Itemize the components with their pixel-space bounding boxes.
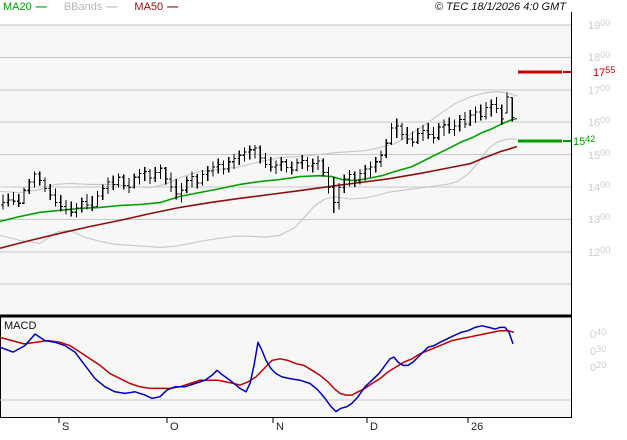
y-axis-label-1300: 1300 <box>588 212 611 227</box>
legend-item-bbands: BBands — <box>64 1 118 13</box>
macd-axis-label-020: 020 <box>590 360 607 375</box>
y-axis-label-1800: 1800 <box>588 50 611 65</box>
y-axis-label-1700: 1700 <box>588 82 611 97</box>
y-axis-label-1542: 1542 <box>573 133 596 148</box>
legend-item-ma50: MA50— <box>134 1 178 13</box>
ma50-line-swatch: — <box>167 1 179 13</box>
legend: MA20— BBands — MA50— <box>3 1 192 14</box>
y-axis-label-1600: 1600 <box>588 115 611 130</box>
x-axis-label-O: O <box>170 421 179 433</box>
macd-panel-label: MACD <box>4 320 37 332</box>
y-axis-label-1200: 1200 <box>588 244 611 259</box>
y-axis-label-1755: 1755 <box>593 64 616 79</box>
bbands-line-swatch: — <box>106 1 118 13</box>
copyright-timestamp: © TEC 18/1/2026 4:0 GMT <box>435 1 566 13</box>
x-axis-label-D: D <box>370 421 378 433</box>
macd-axis-label-030: 030 <box>590 343 607 358</box>
y-axis-label-1900: 1900 <box>588 18 611 33</box>
x-axis-label-S: S <box>62 421 70 433</box>
macd-axis-label-040: 040 <box>590 327 607 342</box>
x-axis-label-N: N <box>276 421 284 433</box>
y-axis-label-1400: 1400 <box>588 180 611 195</box>
ma20-line-swatch: — <box>35 1 47 13</box>
legend-item-ma20: MA20— <box>3 1 47 13</box>
x-axis-label-26: 26 <box>471 421 484 433</box>
legend-label-ma20: MA20 <box>3 1 32 13</box>
legend-label-ma50: MA50 <box>134 1 164 13</box>
y-axis-label-1500: 1500 <box>588 147 611 162</box>
legend-label-bbands: BBands <box>63 1 103 13</box>
